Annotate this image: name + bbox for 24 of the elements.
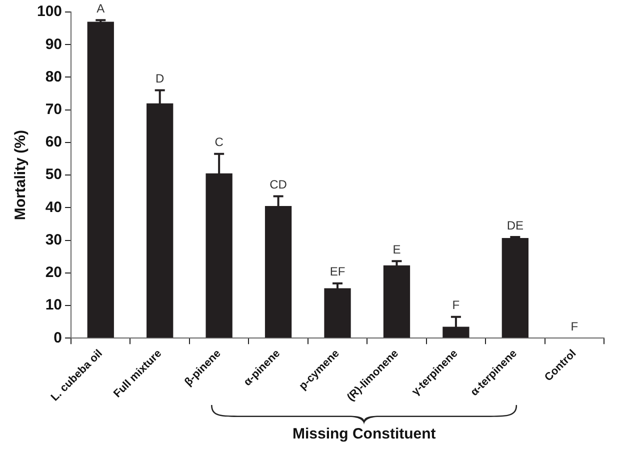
y-tick-label: 0	[54, 329, 62, 346]
y-tick-label: 90	[45, 36, 62, 53]
y-tick-label: 30	[45, 231, 62, 248]
y-tick-label: 20	[45, 264, 62, 282]
y-tick-label: 10	[45, 296, 62, 314]
data-label: C	[214, 135, 224, 150]
y-tick-label: 100	[36, 3, 62, 20]
data-label: A	[96, 1, 105, 16]
y-tick-label: 40	[45, 198, 62, 216]
data-label: F	[452, 298, 460, 312]
y-tick-label: 60	[45, 134, 62, 151]
bar	[87, 22, 114, 338]
text: Missing Constituent	[292, 426, 436, 443]
data-label: D	[156, 72, 165, 86]
y-tick-label: 80	[45, 68, 62, 86]
data-label: EF	[330, 264, 346, 279]
y-tick-label: 50	[45, 166, 62, 184]
y-axis-title: Mortality (%)	[12, 130, 30, 220]
data-label: F	[570, 319, 578, 334]
bar	[502, 238, 528, 338]
data-label: DE	[506, 218, 524, 232]
data-label: CD	[270, 178, 288, 192]
data-label: E	[392, 242, 401, 256]
y-tick-label: 70	[45, 100, 62, 118]
